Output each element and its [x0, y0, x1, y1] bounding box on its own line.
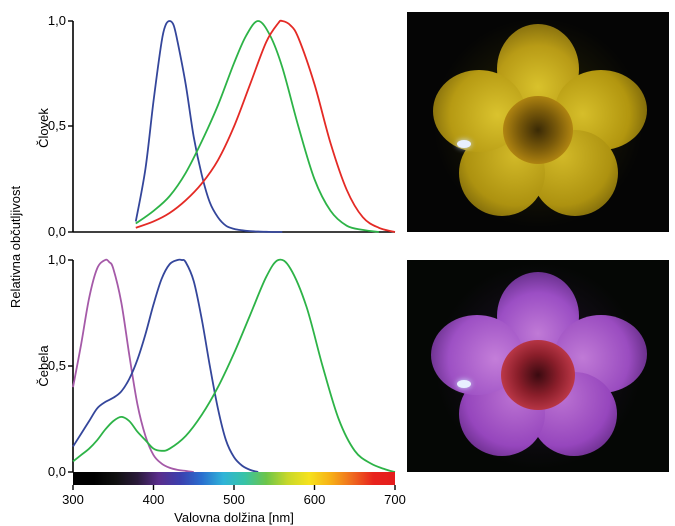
human-y-tick-label: 1,0 [48, 13, 66, 28]
bee-y-tick-label: 1,0 [48, 252, 66, 267]
bee-x-tick-label: 500 [223, 492, 245, 507]
wavelength-spectrum-bar [73, 472, 395, 485]
bee-x-tick-label: 600 [304, 492, 326, 507]
human-series-line-3 [135, 19, 396, 233]
bee-x-tick-label: 700 [384, 492, 406, 507]
bee-series-line-3 [72, 258, 396, 473]
bee-series-line-2 [72, 258, 259, 473]
bee-y-tick-label: 0,0 [48, 464, 66, 479]
bee-x-axis-title: Valovna dolžina [nm] [174, 510, 294, 525]
flower-photo-bee-vision [407, 260, 669, 472]
bee-y-tick-label: 0,5 [48, 358, 66, 373]
human-chart: Človek 1,0 0,5 0,0 [36, 13, 396, 239]
human-y-tick-label: 0,5 [48, 118, 66, 133]
bee-y-axis-title: Čebela [36, 345, 51, 387]
x-tick-group [72, 485, 396, 490]
bee-chart: Čebela 1,0 0,5 0,0 300 400 500 600 700 V… [36, 252, 406, 525]
human-y-tick-label: 0,0 [48, 224, 66, 239]
human-series-line-2 [135, 20, 380, 233]
flower-photo-human-vision [407, 12, 669, 232]
bee-series-group [72, 258, 396, 473]
shared-y-axis-label: Relativna občutljivost [8, 186, 23, 309]
bee-x-tick-label: 400 [143, 492, 165, 507]
human-y-axis-title: Človek [36, 108, 51, 148]
bee-x-tick-label: 300 [62, 492, 84, 507]
human-series-line-1 [134, 20, 283, 233]
bee-series-line-1 [72, 258, 194, 473]
human-series-group [134, 19, 396, 233]
